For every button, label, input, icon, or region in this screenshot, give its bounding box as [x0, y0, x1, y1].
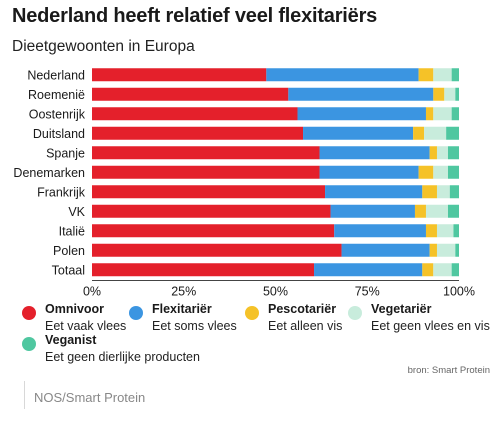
bar-frankrijk-vegetarier [436, 185, 450, 199]
category-label-oostenrijk: Oostenrijk [29, 107, 86, 121]
footer-credit: NOS/Smart Protein [34, 390, 146, 405]
bar-roemenie-vegetarier [444, 87, 456, 101]
category-label-frankrijk: Frankrijk [37, 185, 86, 199]
bar-roemenie-omnivoor [92, 87, 289, 101]
bar-oostenrijk-flexitarier [297, 107, 426, 121]
bar-duitsland-omnivoor [92, 126, 304, 140]
bar-denemarken-veganist [447, 165, 459, 179]
bar-vk-veganist [447, 204, 459, 218]
bar-oostenrijk-pescotarier [425, 107, 434, 121]
bar-nederland-veganist [451, 68, 459, 82]
source-note: bron: Smart Protein [407, 365, 490, 376]
bar-totaal-veganist [451, 263, 459, 277]
bar-totaal-flexitarier [314, 263, 423, 277]
bar-totaal-omnivoor [92, 263, 315, 277]
x-tick-label-4: 100% [443, 285, 475, 299]
x-tick-label-1: 25% [171, 285, 196, 299]
bar-frankrijk-pescotarier [422, 185, 437, 199]
footer-divider [24, 381, 25, 409]
bar-italie-flexitarier [334, 224, 426, 238]
bar-frankrijk-omnivoor [92, 185, 326, 199]
bar-denemarken-vegetarier [433, 165, 448, 179]
category-label-denemarken: Denemarken [13, 166, 85, 180]
bar-frankrijk-flexitarier [325, 185, 423, 199]
category-label-totaal: Totaal [52, 263, 85, 277]
bar-nederland-pescotarier [418, 68, 434, 82]
bar-roemenie-flexitarier [288, 87, 434, 101]
bar-denemarken-flexitarier [319, 165, 419, 179]
bar-spanje-flexitarier [319, 146, 430, 160]
bar-oostenrijk-veganist [451, 107, 459, 121]
bar-roemenie-veganist [455, 87, 459, 101]
bar-roemenie-pescotarier [433, 87, 445, 101]
bar-italie-veganist [453, 224, 459, 238]
bar-nederland-flexitarier [266, 68, 419, 82]
category-label-duitsland: Duitsland [33, 127, 85, 141]
bar-italie-pescotarier [425, 224, 437, 238]
bar-nederland-omnivoor [92, 68, 267, 82]
bar-polen-flexitarier [341, 243, 430, 257]
bar-polen-vegetarier [436, 243, 456, 257]
category-label-roemenie: Roemenië [28, 88, 85, 102]
bar-vk-pescotarier [414, 204, 426, 218]
category-label-vk: VK [68, 205, 85, 219]
category-label-nederland: Nederland [27, 68, 85, 82]
chart-title: Nederland heeft relatief veel flexitarië… [12, 5, 378, 27]
bar-denemarken-omnivoor [92, 165, 320, 179]
bar-polen-pescotarier [429, 243, 437, 257]
bar-spanje-pescotarier [429, 146, 437, 160]
bar-vk-omnivoor [92, 204, 331, 218]
x-tick-label-0: 0% [83, 285, 101, 299]
x-tick-label-2: 50% [263, 285, 288, 299]
category-label-spanje: Spanje [46, 146, 85, 160]
bar-duitsland-pescotarier [413, 126, 425, 140]
bar-italie-omnivoor [92, 224, 335, 238]
bar-vk-vegetarier [425, 204, 448, 218]
bar-nederland-vegetarier [433, 68, 452, 82]
bar-italie-vegetarier [436, 224, 454, 238]
category-label-polen: Polen [53, 244, 85, 258]
bar-polen-veganist [455, 243, 459, 257]
x-tick-label-3: 75% [355, 285, 380, 299]
bar-duitsland-flexitarier [303, 126, 414, 140]
bar-polen-omnivoor [92, 243, 342, 257]
bar-denemarken-pescotarier [418, 165, 434, 179]
bar-oostenrijk-omnivoor [92, 107, 298, 121]
bar-vk-flexitarier [330, 204, 415, 218]
bar-totaal-pescotarier [422, 263, 434, 277]
bar-spanje-vegetarier [436, 146, 448, 160]
bar-oostenrijk-vegetarier [433, 107, 452, 121]
bar-duitsland-veganist [446, 126, 459, 140]
bar-spanje-veganist [447, 146, 459, 160]
bar-frankrijk-veganist [449, 185, 459, 199]
bar-duitsland-vegetarier [424, 126, 447, 140]
chart-subtitle: Dieetgewoonten in Europa [12, 38, 195, 55]
category-label-italie: Italië [59, 224, 85, 238]
bar-spanje-omnivoor [92, 146, 320, 160]
bar-totaal-vegetarier [433, 263, 452, 277]
